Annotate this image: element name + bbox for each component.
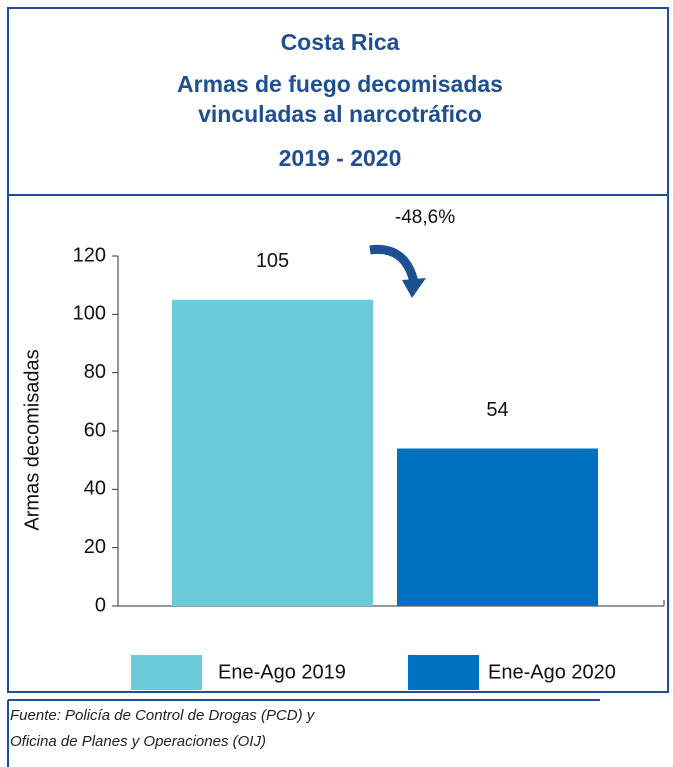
legend-label: Ene-Ago 2019 [218,661,346,683]
chart-title: Costa Rica [281,29,400,55]
value-label: 105 [256,250,289,272]
legend-swatch [131,655,202,690]
y-tick-label: 0 [95,594,106,616]
source: Oficina de Planes y Operaciones (OIJ) [10,733,266,750]
y-tick-label: 60 [84,419,106,441]
y-tick-label: 20 [84,536,106,558]
chart-subtitle: Armas de fuego decomisadas [177,71,503,97]
legend-swatch [408,655,479,690]
y-tick-label: 100 [73,303,106,325]
frame [7,7,669,693]
annotation: -48,6% [395,207,455,228]
y-tick-label: 120 [73,244,106,266]
y-axis-label: Armas decomisadas [21,349,43,530]
y-tick-label: 80 [84,361,106,383]
arrow [369,244,419,284]
bar [172,299,373,606]
source: Fuente: Policía de Control de Drogas (PC… [10,707,316,724]
legend-label: Ene-Ago 2020 [488,661,616,683]
bar [397,448,598,606]
arrow-head [402,278,426,298]
value-label: 54 [486,399,508,421]
y-tick-label: 40 [84,478,106,500]
chart-subtitle: vinculadas al narcotráfico [198,101,482,127]
chart-period: 2019 - 2020 [279,145,402,171]
